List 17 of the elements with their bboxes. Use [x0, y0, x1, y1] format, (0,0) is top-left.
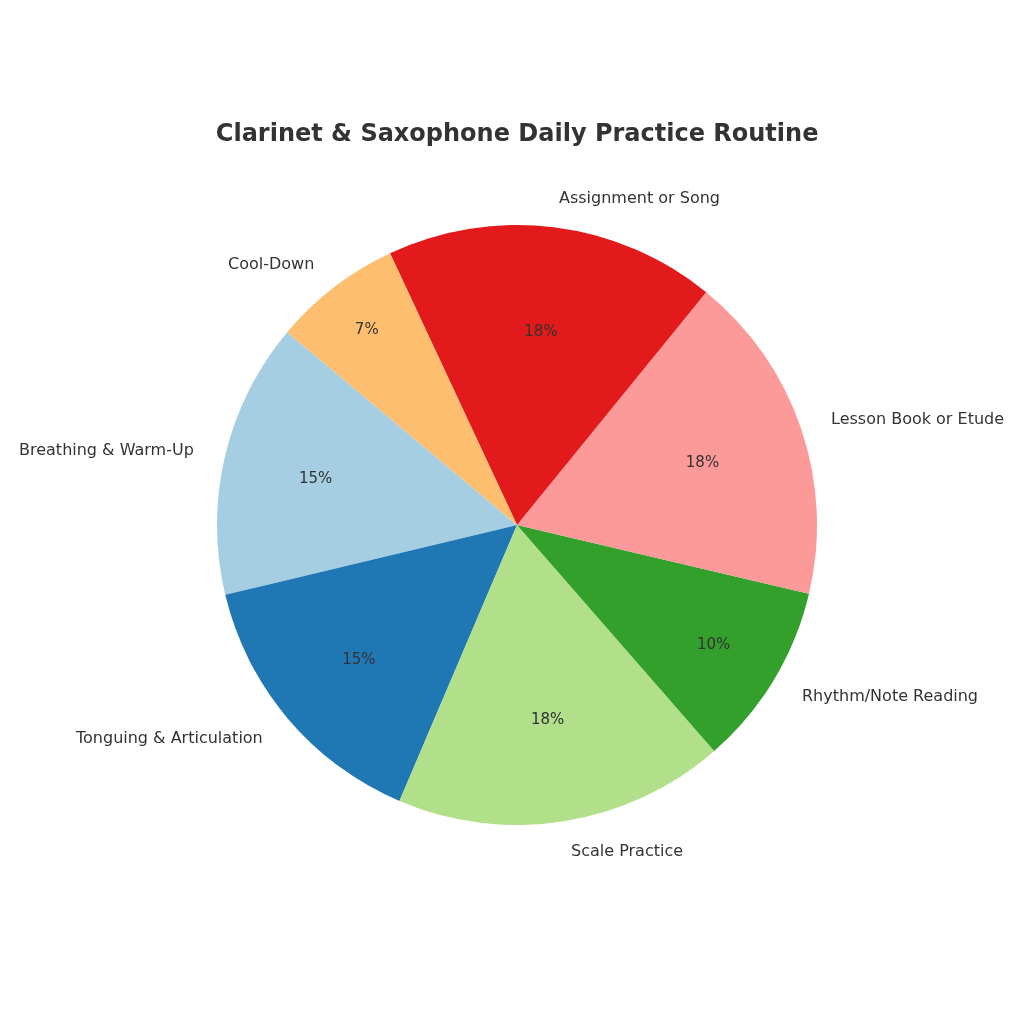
slice-label: Assignment or Song [559, 188, 720, 207]
slice-label: Rhythm/Note Reading [802, 686, 979, 705]
chart-title: Clarinet & Saxophone Daily Practice Routine [215, 119, 819, 148]
data-label: 15% [298, 468, 333, 487]
slice-label: Scale Practice [571, 841, 684, 860]
slice-label: Tonguing & Articulation [75, 728, 263, 747]
data-label: 18% [531, 709, 565, 728]
slice-label: Breathing & Warm-Up [19, 440, 194, 459]
data-label: 7% [354, 320, 379, 339]
data-label: 18% [524, 321, 558, 340]
data-label: 18% [685, 452, 720, 471]
data-label: 10% [697, 634, 731, 653]
pie-slice [217, 332, 517, 595]
pie-slice [517, 292, 817, 594]
slice-label: Lesson Book or Etude [831, 409, 1005, 428]
slice-label: Cool-Down [228, 254, 315, 273]
data-label: 15% [342, 649, 376, 668]
